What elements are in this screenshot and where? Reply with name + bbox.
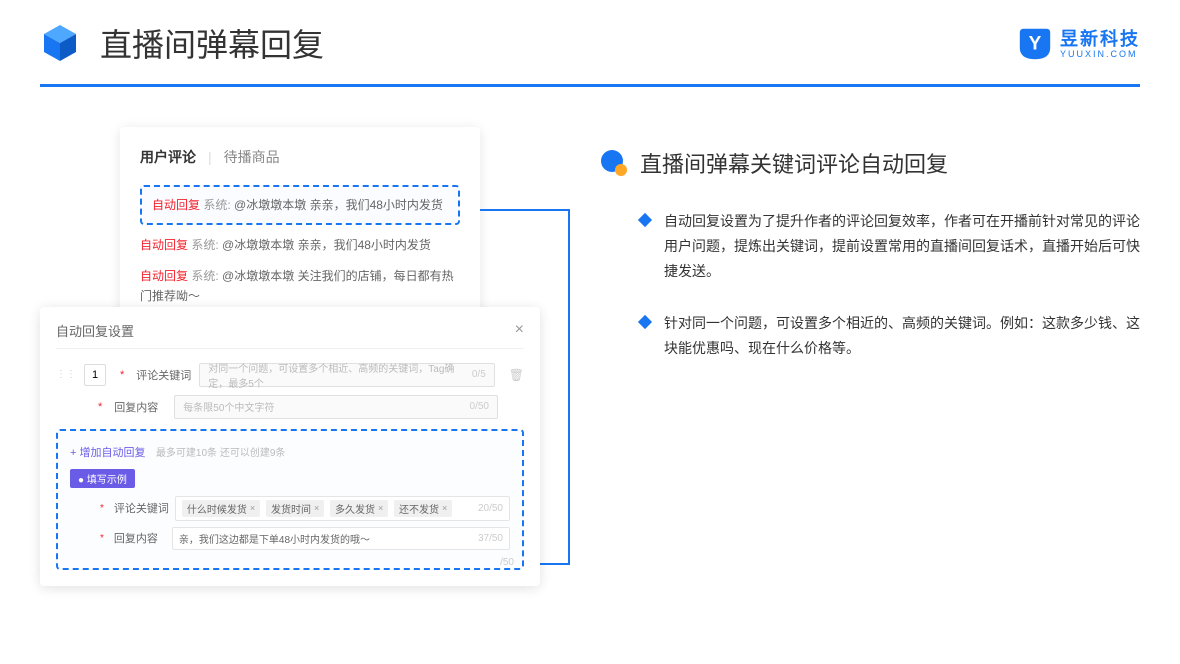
comment-item: 自动回复 系统: @冰墩墩本墩 关注我们的店铺，每日都有热门推荐呦～ <box>140 266 460 307</box>
required-icon: * <box>98 401 102 413</box>
section-header: 直播间弹幕关键词评论自动回复 <box>600 147 1140 179</box>
reply-row: * 回复内容 每条限50个中文字符 0/50 <box>56 395 524 419</box>
ex-reply-counter: 37/50 <box>478 533 503 544</box>
diamond-icon <box>638 314 652 328</box>
ex-reply-label: 回复内容 <box>114 530 166 546</box>
auto-reply-tag: 自动回复 <box>140 269 188 283</box>
cube-icon <box>40 23 80 63</box>
system-label: 系统: <box>191 269 218 283</box>
page-header: 直播间弹幕回复 Y 昱新科技 YUUXIN.COM <box>0 0 1180 66</box>
chip-remove-icon[interactable]: × <box>314 503 319 513</box>
example-reply-row: * 回复内容 亲，我们这边都是下单48小时内发货的哦～ 37/50 <box>70 527 510 550</box>
left-demo-panel: 用户评论 | 待播商品 自动回复 系统: @冰墩墩本墩 亲亲，我们48小时内发货… <box>40 127 540 586</box>
auto-reply-tag: 自动回复 <box>152 198 200 212</box>
reply-label: 回复内容 <box>114 399 166 415</box>
comment-text: @冰墩墩本墩 亲亲，我们48小时内发货 <box>222 238 431 252</box>
tabs: 用户评论 | 待播商品 <box>140 147 460 167</box>
tab-user-comments[interactable]: 用户评论 <box>140 147 196 167</box>
example-keyword-row: * 评论关键词 什么时候发货× 发货时间× 多久发货× 还不发货× 20/50 <box>70 496 510 521</box>
connector-line <box>480 209 570 211</box>
keyword-chip[interactable]: 多久发货× <box>330 500 388 517</box>
order-number: 1 <box>84 364 106 386</box>
reply-input[interactable]: 每条限50个中文字符 0/50 <box>174 395 498 419</box>
diamond-icon <box>638 213 652 227</box>
connector-line <box>568 209 570 564</box>
svg-text:Y: Y <box>1029 34 1042 55</box>
bullet-item: 自动回复设置为了提升作者的评论回复效率，作者可在开播前针对常见的评论用户问题，提… <box>640 209 1140 285</box>
example-highlight-box: + 增加自动回复 最多可建10条 还可以创建9条 ● 填写示例 * 评论关键词 … <box>56 429 524 570</box>
brand-name-en: YUUXIN.COM <box>1060 50 1140 59</box>
highlighted-comment: 自动回复 系统: @冰墩墩本墩 亲亲，我们48小时内发货 <box>140 185 460 225</box>
keyword-input[interactable]: 对同一个问题，可设置多个相近、高频的关键词，Tag确定，最多5个 0/5 <box>199 363 494 387</box>
comment-text: @冰墩墩本墩 关注我们的店铺，每日都有热门推荐呦～ <box>140 269 454 303</box>
chip-remove-icon[interactable]: × <box>442 503 447 513</box>
chat-bubble-icon <box>600 149 628 177</box>
delete-icon[interactable]: 🗑 <box>509 368 524 382</box>
ex-keyword-label: 评论关键词 <box>114 500 169 516</box>
reply-placeholder: 每条限50个中文字符 <box>183 399 274 414</box>
bullet-text: 自动回复设置为了提升作者的评论回复效率，作者可在开播前针对常见的评论用户问题，提… <box>664 209 1140 285</box>
ex-reply-text: 亲，我们这边都是下单48小时内发货的哦～ <box>179 531 370 546</box>
brand-name-cn: 昱新科技 <box>1060 30 1140 48</box>
comment-item: 自动回复 系统: @冰墩墩本墩 亲亲，我们48小时内发货 <box>140 235 460 255</box>
right-description-panel: 直播间弹幕关键词评论自动回复 自动回复设置为了提升作者的评论回复效率，作者可在开… <box>600 127 1140 586</box>
keyword-counter: 0/5 <box>472 369 486 380</box>
settings-card: 自动回复设置 × ⋮⋮ 1 * 评论关键词 对同一个问题，可设置多个相近、高频的… <box>40 307 540 586</box>
ex-reply-input[interactable]: 亲，我们这边都是下单48小时内发货的哦～ 37/50 <box>172 527 510 550</box>
bullet-list: 自动回复设置为了提升作者的评论回复效率，作者可在开播前针对常见的评论用户问题，提… <box>600 209 1140 361</box>
add-hint: 最多可建10条 还可以创建9条 <box>156 448 285 459</box>
settings-title: 自动回复设置 <box>56 321 134 340</box>
example-badge: ● 填写示例 <box>70 469 135 488</box>
page-title: 直播间弹幕回复 <box>100 20 324 66</box>
comments-card: 用户评论 | 待播商品 自动回复 系统: @冰墩墩本墩 亲亲，我们48小时内发货… <box>120 127 480 327</box>
keyword-row: ⋮⋮ 1 * 评论关键词 对同一个问题，可设置多个相近、高频的关键词，Tag确定… <box>56 363 524 387</box>
ex-keyword-counter: 20/50 <box>478 503 503 514</box>
drag-handle-icon[interactable]: ⋮⋮ <box>56 369 76 380</box>
section-title: 直播间弹幕关键词评论自动回复 <box>640 147 948 179</box>
ex-keyword-input[interactable]: 什么时候发货× 发货时间× 多久发货× 还不发货× 20/50 <box>175 496 510 521</box>
connector-line <box>540 563 570 565</box>
reply-counter: 0/50 <box>470 401 489 412</box>
system-label: 系统: <box>191 238 218 252</box>
auto-reply-tag: 自动回复 <box>140 238 188 252</box>
keyword-label: 评论关键词 <box>136 367 191 383</box>
tab-pending-goods[interactable]: 待播商品 <box>224 147 280 167</box>
tab-divider: | <box>208 149 212 165</box>
keyword-chip[interactable]: 发货时间× <box>266 500 324 517</box>
required-icon: * <box>120 369 124 381</box>
ghost-counter: /50 <box>500 557 514 568</box>
chip-remove-icon[interactable]: × <box>378 503 383 513</box>
comment-text: @冰墩墩本墩 亲亲，我们48小时内发货 <box>234 198 443 212</box>
brand-logo: Y 昱新科技 YUUXIN.COM <box>1016 25 1140 63</box>
add-auto-reply-link[interactable]: + 增加自动回复 <box>70 447 145 459</box>
keyword-chip[interactable]: 什么时候发货× <box>182 500 260 517</box>
required-icon: * <box>100 503 104 514</box>
keyword-placeholder: 对同一个问题，可设置多个相近、高频的关键词，Tag确定，最多5个 <box>208 360 472 390</box>
chip-remove-icon[interactable]: × <box>250 503 255 513</box>
keyword-chip[interactable]: 还不发货× <box>394 500 452 517</box>
bullet-text: 针对同一个问题，可设置多个相近的、高频的关键词。例如：这款多少钱、这块能优惠吗、… <box>664 311 1140 361</box>
bullet-item: 针对同一个问题，可设置多个相近的、高频的关键词。例如：这款多少钱、这块能优惠吗、… <box>640 311 1140 361</box>
close-icon[interactable]: × <box>515 321 524 339</box>
system-label: 系统: <box>203 198 230 212</box>
required-icon: * <box>100 533 104 544</box>
